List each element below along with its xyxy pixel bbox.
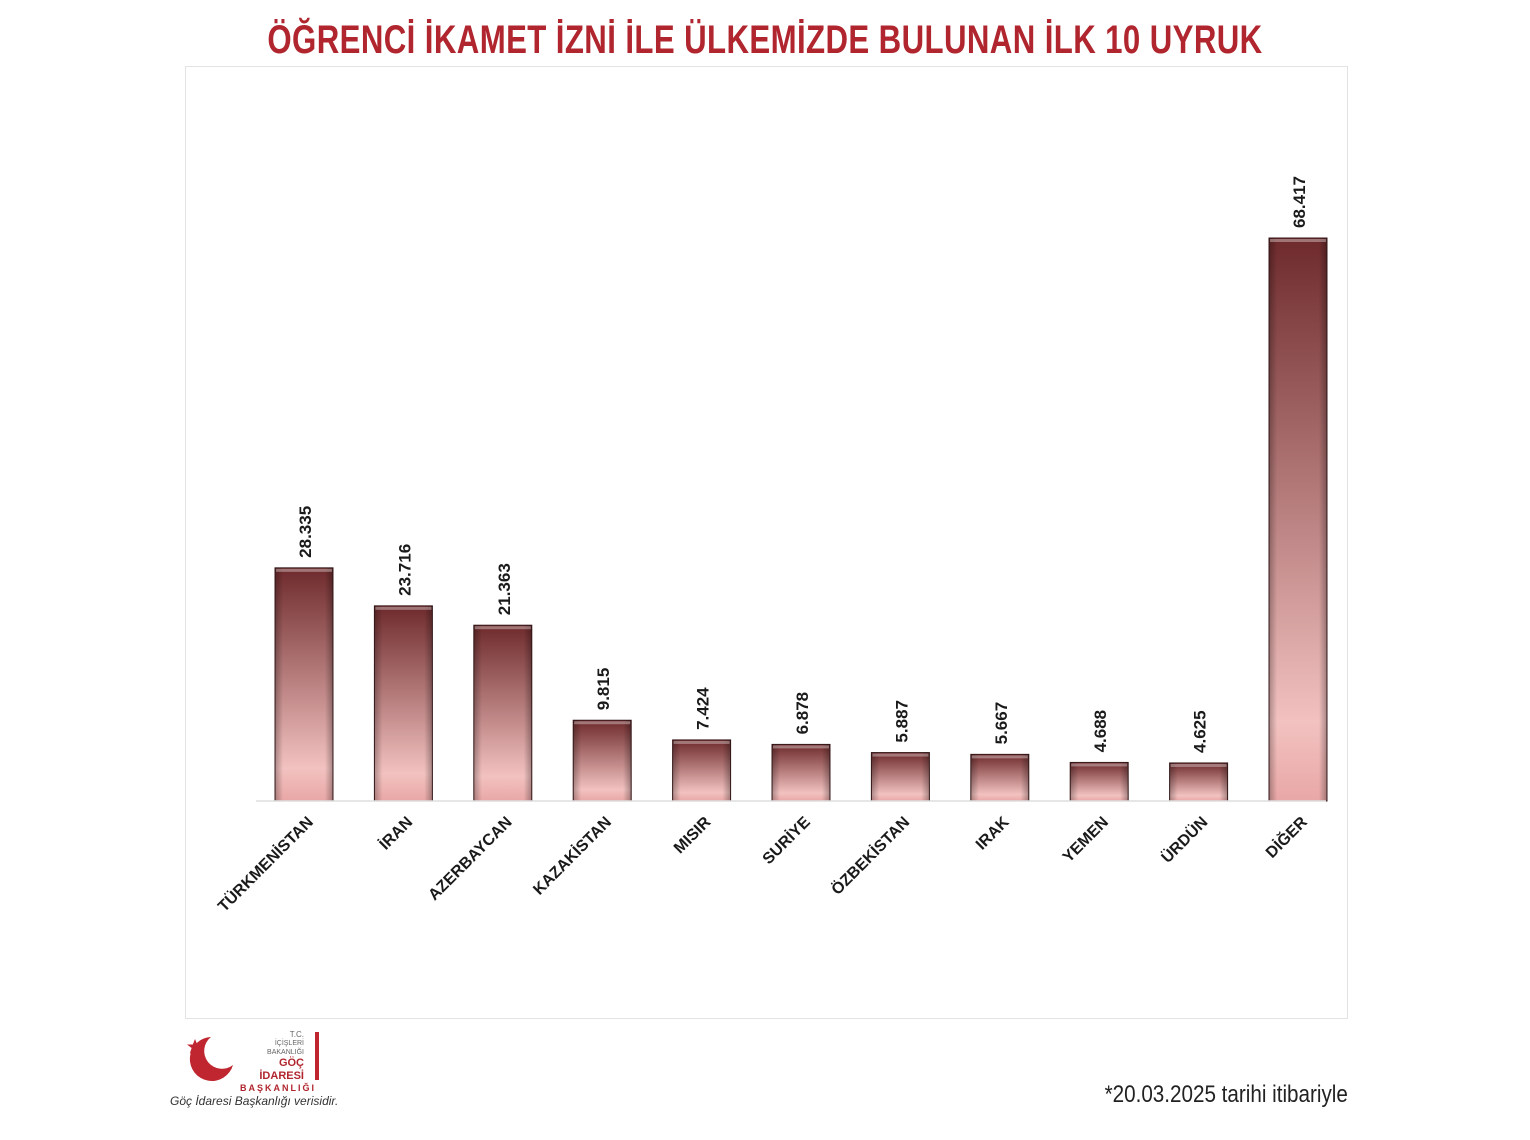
value-label-1: 23.716 [395,544,414,596]
bar-4 [672,739,732,802]
value-label-2: 21.363 [495,563,514,615]
value-label-8: 4.688 [1091,710,1110,753]
bar-0 [274,567,334,802]
category-label-7: IRAK [973,813,1013,853]
category-label-5: SURİYE [759,813,814,868]
logo-divider [315,1032,319,1080]
bar-1 [373,605,433,802]
bar-9 [1169,762,1229,802]
category-label-10: DİĞER [1262,812,1312,862]
bar-5 [771,743,831,802]
value-label-3: 9.815 [594,668,613,711]
category-label-4: MISIR [671,813,715,857]
logo-presidency-text: BAŞKANLIĞI [240,1083,316,1093]
category-label-2: AZERBAYCAN [425,814,515,904]
bar-8 [1069,761,1129,802]
value-label-0: 28.335 [296,506,315,558]
bar-10 [1268,237,1328,802]
logo-tc-text: T.C. [289,1030,304,1039]
category-label-9: ÜRDÜN [1157,812,1211,866]
value-label-6: 5.887 [892,700,911,743]
bar-7 [970,753,1030,802]
value-label-7: 5.667 [992,702,1011,745]
value-label-9: 4.625 [1191,710,1210,753]
value-label-5: 6.878 [793,692,812,735]
source-note: Göç İdaresi Başkanlığı verisidir. [170,1094,339,1108]
bar-chart: 28.335 TÜRKMENİSTAN 23.716 İRAN 21.363 AZERBA… [214,176,1328,915]
date-footnote: *20.03.2025 tarihi itibariyle [1104,1081,1348,1108]
category-label-1: İRAN [376,813,416,853]
bar-3 [572,719,632,802]
category-label-3: KAZAKİSTAN [530,813,615,898]
bar-2 [473,624,533,802]
goc-idaresi-logo: T.C. İÇİŞLERİ BAKANLIĞI GÖÇ İDARESİ BAŞK… [183,1029,343,1093]
chart-area: 28.335 TÜRKMENİSTAN 23.716 İRAN 21.363 AZERBA… [185,66,1348,1019]
logo-ministry-text: İÇİŞLERİ BAKANLIĞI [267,1040,304,1056]
category-label-8: YEMEN [1060,814,1112,866]
value-label-10: 68.417 [1290,176,1309,228]
category-label-6: ÖZBEKİSTAN [827,812,913,898]
category-label-0: TÜRKMENİSTAN [214,812,317,915]
crescent-star-icon [187,1037,233,1081]
bar-6 [870,752,930,802]
value-label-4: 7.424 [694,687,713,730]
logo-agency-text: GÖÇ İDARESİ [259,1057,304,1082]
chart-title: ÖĞRENCİ İKAMET İZNİ İLE ÜLKEMİZDE BULUNA… [267,18,1263,62]
